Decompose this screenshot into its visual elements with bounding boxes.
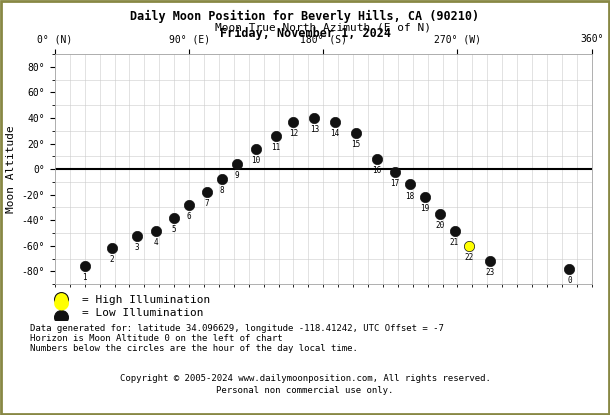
Point <box>564 266 574 272</box>
Text: 1: 1 <box>82 273 87 282</box>
Text: 23: 23 <box>486 268 495 277</box>
Point <box>232 161 242 167</box>
Point <box>465 242 475 249</box>
Y-axis label: Moon Altitude: Moon Altitude <box>6 125 16 213</box>
Text: 8: 8 <box>220 186 224 195</box>
Point <box>486 258 495 265</box>
Text: 10: 10 <box>251 156 261 165</box>
Text: Copyright © 2005-2024 www.dailymoonposition.com, All rights reserved.: Copyright © 2005-2024 www.dailymoonposit… <box>120 374 490 383</box>
Point <box>309 115 319 121</box>
Text: = High Illumination: = High Illumination <box>82 295 210 305</box>
Text: 5: 5 <box>172 225 176 234</box>
Text: ●: ● <box>52 293 70 312</box>
Point <box>151 227 161 234</box>
X-axis label: Moon True North Azimuth (E of N): Moon True North Azimuth (E of N) <box>215 22 431 32</box>
Text: 2: 2 <box>109 256 114 264</box>
Text: 22: 22 <box>465 253 474 262</box>
Point <box>170 215 179 221</box>
Text: 7: 7 <box>205 199 209 208</box>
Point <box>390 168 400 175</box>
Point <box>107 245 117 252</box>
Text: Personal non commercial use only.: Personal non commercial use only. <box>217 386 393 395</box>
Text: Data generated for: latitude 34.096629, longitude -118.41242, UTC Offset = -7: Data generated for: latitude 34.096629, … <box>30 324 444 333</box>
Text: 0: 0 <box>567 276 572 285</box>
Point <box>420 194 429 200</box>
Point <box>450 227 459 234</box>
Text: 11: 11 <box>271 143 280 152</box>
Text: 17: 17 <box>390 179 400 188</box>
Text: Friday, November 1, 2024: Friday, November 1, 2024 <box>220 27 390 40</box>
Text: 16: 16 <box>372 166 382 175</box>
Text: 13: 13 <box>310 125 319 134</box>
Point <box>435 210 445 217</box>
Text: 20: 20 <box>435 221 444 230</box>
Text: 18: 18 <box>405 191 414 200</box>
Point <box>184 202 194 208</box>
Text: 21: 21 <box>450 237 459 247</box>
Text: 15: 15 <box>351 140 361 149</box>
Point <box>223 275 232 282</box>
Point <box>80 263 90 270</box>
Text: 6: 6 <box>187 212 192 221</box>
Text: 4: 4 <box>154 237 159 247</box>
Point <box>405 181 415 188</box>
Point <box>202 189 212 195</box>
Point <box>351 130 361 137</box>
Text: Horizon is Moon Altitude 0 on the left of chart: Horizon is Moon Altitude 0 on the left o… <box>30 334 283 343</box>
Text: 3: 3 <box>135 243 139 251</box>
Text: Numbers below the circles are the hour of the day local time.: Numbers below the circles are the hour o… <box>30 344 359 354</box>
Text: 19: 19 <box>420 204 429 213</box>
Text: 14: 14 <box>331 129 340 138</box>
Point <box>289 118 298 125</box>
Point <box>251 145 261 152</box>
Point <box>331 118 340 125</box>
Text: Daily Moon Position for Beverly Hills, CA (90210): Daily Moon Position for Beverly Hills, C… <box>131 10 479 24</box>
Text: 9: 9 <box>234 171 239 180</box>
Text: = Low Illumination: = Low Illumination <box>82 308 204 318</box>
Point <box>372 156 382 162</box>
Point <box>271 132 281 139</box>
Point <box>132 232 142 239</box>
Point <box>223 117 232 124</box>
Text: 12: 12 <box>289 129 298 138</box>
Point <box>217 176 227 183</box>
